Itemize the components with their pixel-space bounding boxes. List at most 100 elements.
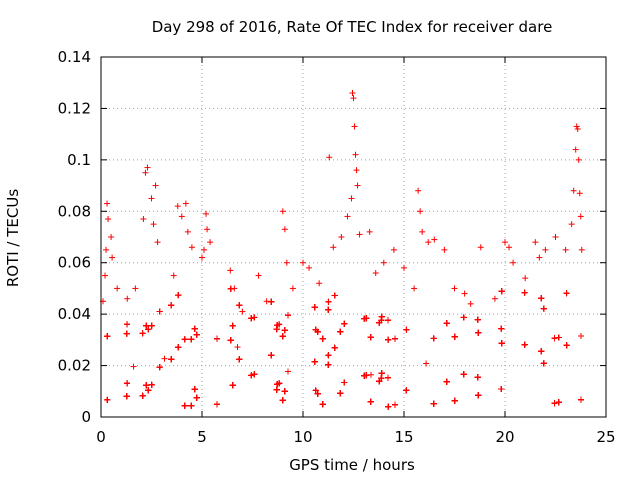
data-point <box>441 246 448 253</box>
data-point <box>392 401 399 408</box>
data-point <box>105 216 112 222</box>
data-point <box>401 264 407 271</box>
data-point <box>109 254 116 261</box>
data-point <box>229 382 236 389</box>
data-point <box>279 208 286 215</box>
data-point <box>156 364 163 371</box>
data-point <box>475 329 482 336</box>
data-point <box>354 182 361 189</box>
data-point <box>274 381 281 388</box>
data-point <box>577 332 584 339</box>
data-point <box>124 295 131 302</box>
data-point <box>475 392 482 399</box>
data-point <box>563 342 570 349</box>
data-point <box>143 322 150 329</box>
y-tick-label: 0.14 <box>58 48 91 66</box>
data-point <box>540 360 547 367</box>
data-point <box>319 401 326 408</box>
data-point <box>536 254 543 261</box>
data-point <box>411 285 418 292</box>
data-point <box>372 270 379 276</box>
data-point <box>430 335 437 342</box>
data-point <box>325 352 332 359</box>
data-point <box>276 321 283 328</box>
data-point <box>306 264 313 271</box>
data-point <box>188 402 195 409</box>
data-point <box>213 401 220 408</box>
data-point <box>251 371 258 378</box>
x-tick-label: 0 <box>96 428 106 446</box>
data-point <box>148 381 155 388</box>
data-point <box>477 244 484 251</box>
data-point <box>284 368 291 375</box>
data-point <box>199 254 205 261</box>
data-point <box>191 325 198 332</box>
data-point <box>443 378 450 385</box>
data-point <box>385 374 392 381</box>
data-point <box>184 228 191 235</box>
data-point <box>316 280 323 287</box>
data-point <box>573 123 580 130</box>
data-point <box>279 397 286 404</box>
data-point <box>498 325 505 332</box>
data-point <box>451 333 458 340</box>
data-point <box>145 326 152 333</box>
data-point <box>255 272 262 279</box>
data-point <box>348 195 355 202</box>
data-point <box>376 319 383 326</box>
y-tick-label: 0.02 <box>58 357 91 375</box>
data-point <box>142 169 149 176</box>
data-point <box>108 234 115 240</box>
data-point <box>574 126 581 132</box>
data-point <box>431 236 438 243</box>
data-point <box>175 292 182 299</box>
x-tick-label: 20 <box>495 428 514 446</box>
data-point <box>562 246 569 253</box>
data-point <box>367 334 374 341</box>
data-point <box>403 387 410 394</box>
data-points <box>100 90 585 410</box>
data-point <box>551 335 558 342</box>
data-point <box>168 356 175 363</box>
data-point <box>451 397 458 404</box>
data-point <box>124 380 131 387</box>
data-point <box>132 285 139 292</box>
data-point <box>350 95 357 102</box>
data-point <box>148 195 155 202</box>
data-point <box>103 246 110 253</box>
data-point <box>577 213 584 220</box>
x-axis-label: GPS time / hours <box>289 456 415 474</box>
data-point <box>349 90 356 96</box>
data-point <box>352 151 359 158</box>
y-tick-label: 0.06 <box>58 254 91 272</box>
data-point <box>311 304 318 311</box>
data-point <box>353 167 360 174</box>
data-point <box>572 146 579 153</box>
x-tick-label: 25 <box>596 428 615 446</box>
y-tick-label: 0.1 <box>67 151 91 169</box>
data-point <box>161 355 168 362</box>
data-point <box>474 374 481 381</box>
data-point <box>178 213 185 220</box>
data-point <box>555 399 562 406</box>
data-point <box>201 246 208 253</box>
data-point <box>423 360 430 367</box>
data-point <box>460 371 467 378</box>
data-point <box>273 386 280 393</box>
data-point <box>510 259 517 266</box>
data-point <box>542 246 549 253</box>
data-point <box>154 239 161 246</box>
data-point <box>326 154 333 161</box>
data-point <box>443 320 450 327</box>
data-point <box>311 358 318 365</box>
data-point <box>563 290 570 297</box>
data-point <box>576 190 583 197</box>
chart-title: Day 298 of 2016, Rate Of TEC Index for r… <box>152 18 553 36</box>
data-point <box>415 187 422 194</box>
data-point <box>341 320 348 327</box>
data-point <box>148 322 155 329</box>
data-point <box>366 228 373 235</box>
data-point <box>152 182 159 189</box>
data-point <box>506 244 513 251</box>
